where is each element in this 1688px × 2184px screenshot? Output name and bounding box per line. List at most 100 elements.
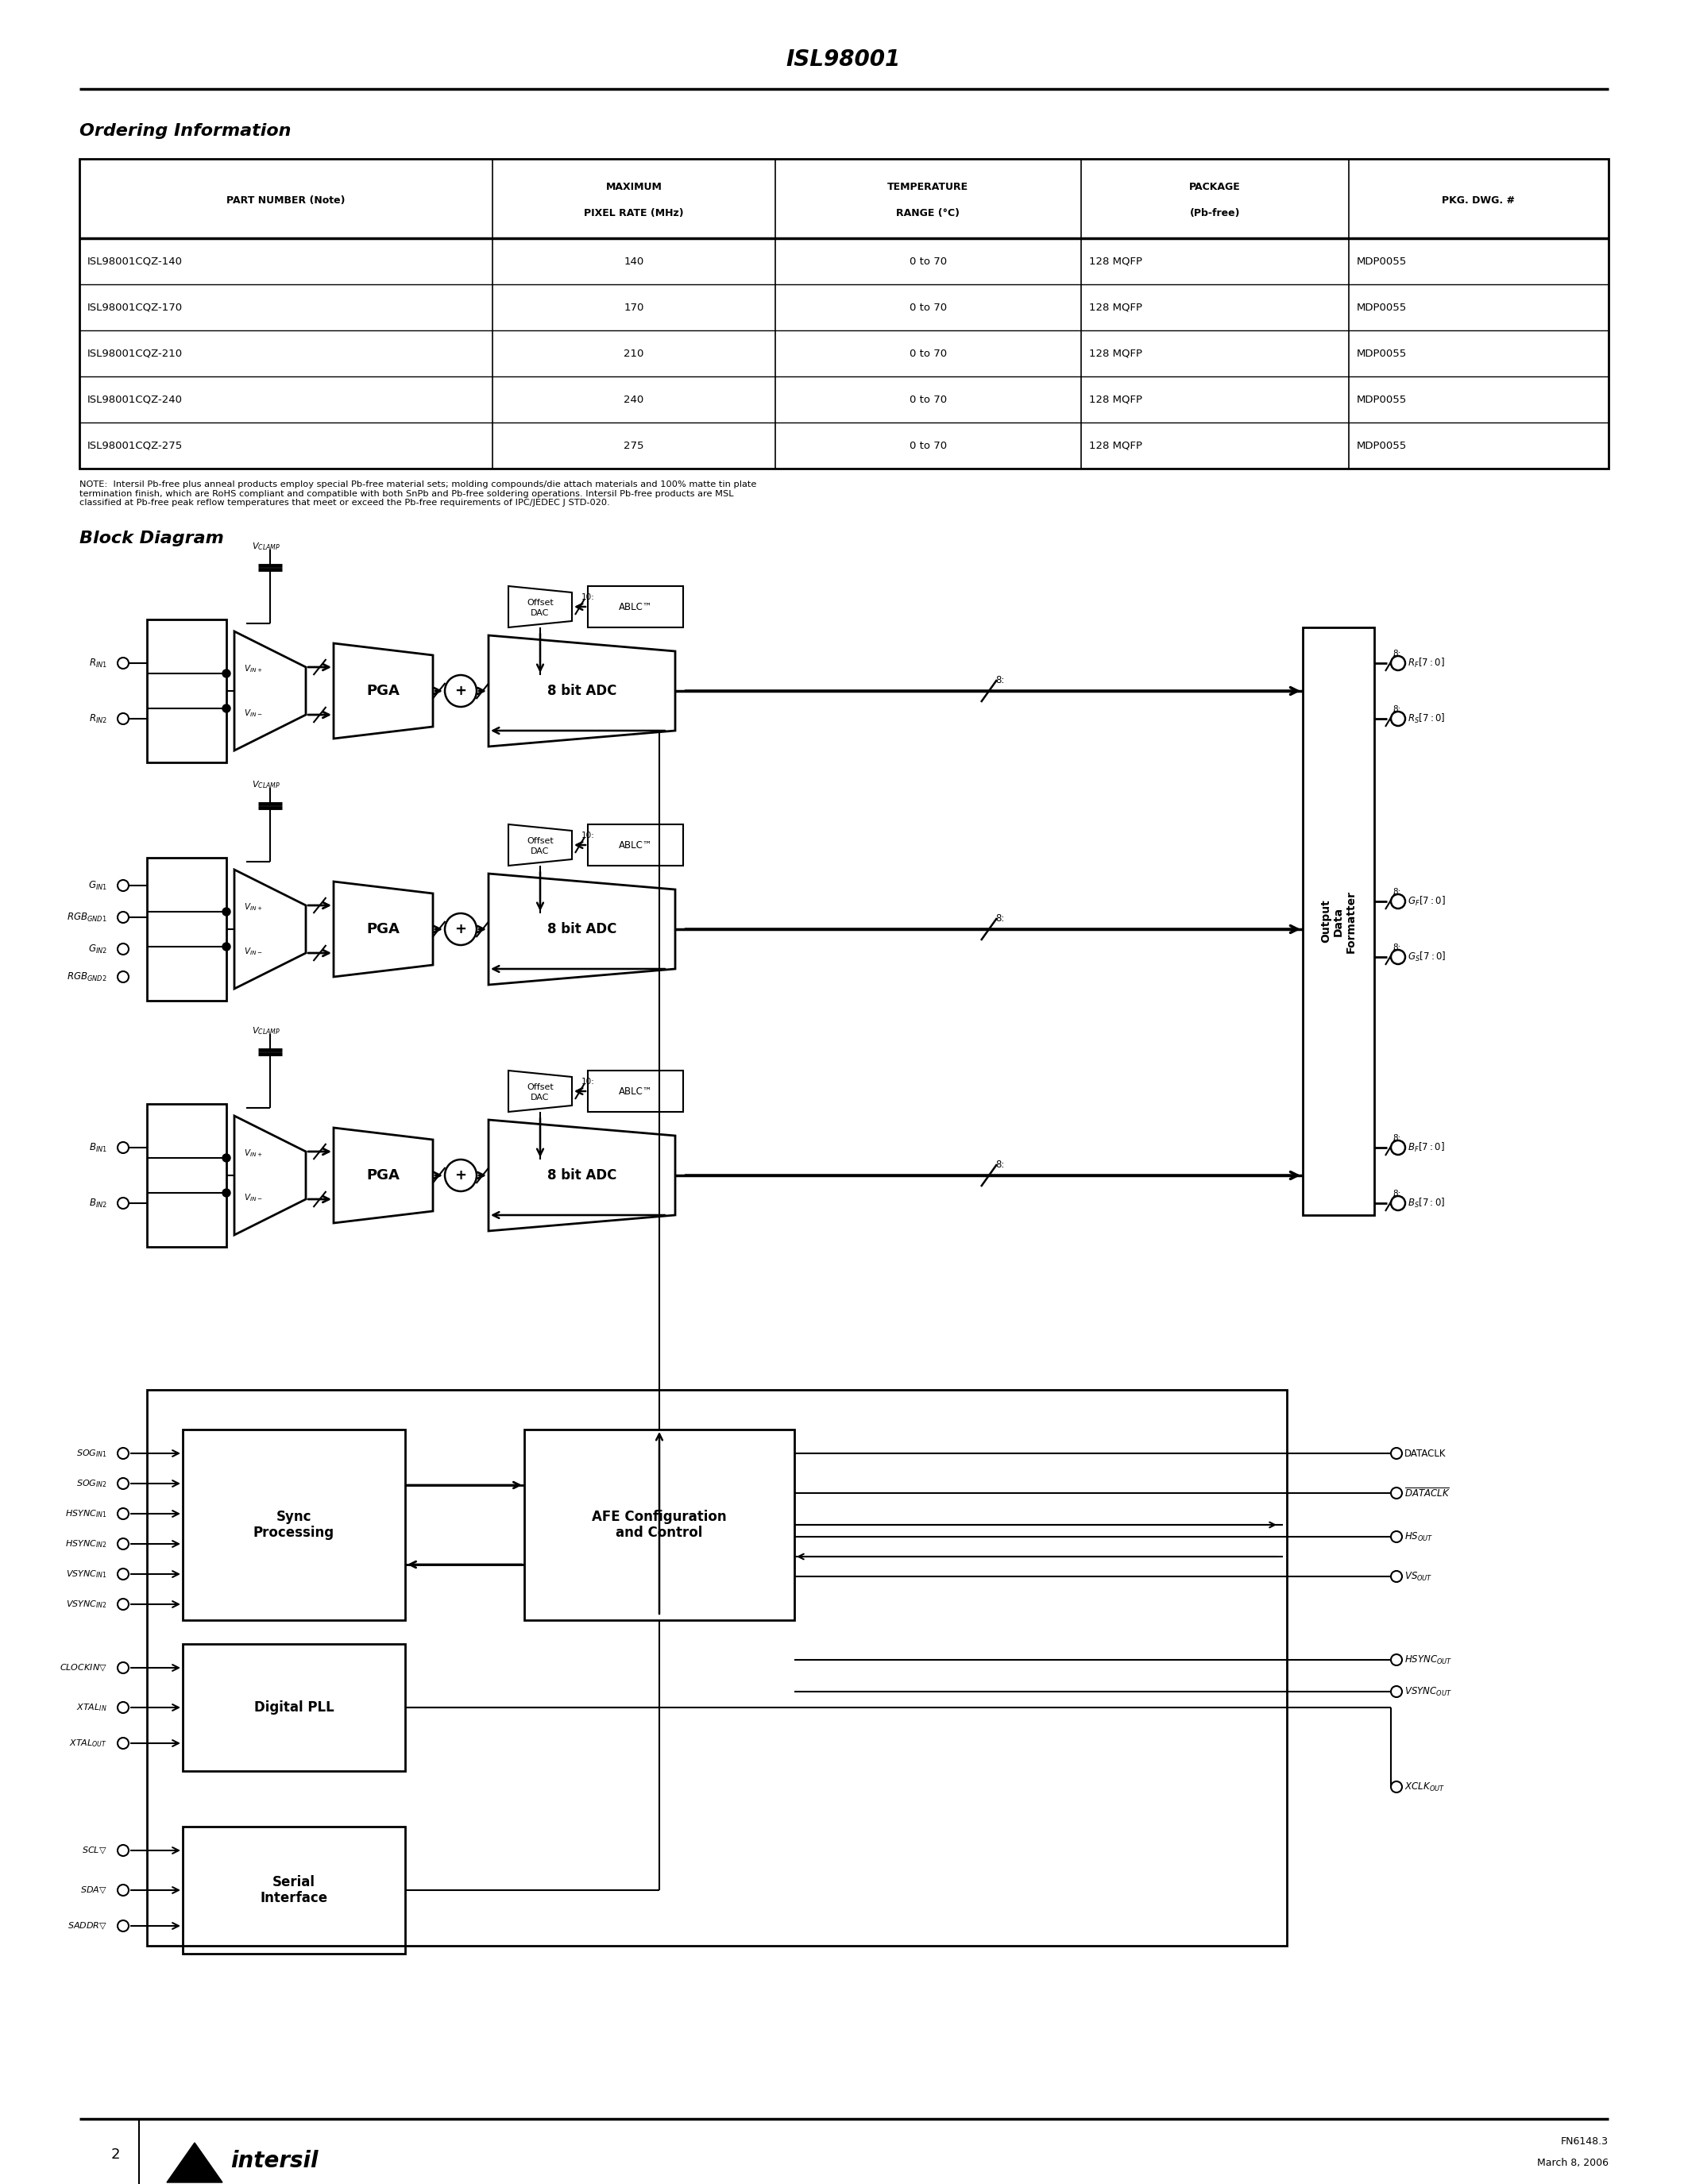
Text: $G_{IN1}$: $G_{IN1}$ (88, 880, 108, 891)
Circle shape (118, 714, 128, 725)
Text: 10:: 10: (581, 594, 594, 601)
Bar (79, 159, 1609, 470)
Text: 0 to 70: 0 to 70 (910, 347, 947, 358)
Circle shape (118, 943, 128, 954)
Circle shape (1391, 1448, 1403, 1459)
Circle shape (118, 1662, 128, 1673)
Text: 140: 140 (625, 256, 643, 266)
Text: Offset: Offset (527, 598, 554, 607)
Text: ISL98001: ISL98001 (787, 48, 901, 70)
Bar (587, 1070, 684, 1112)
Text: DAC: DAC (530, 847, 550, 856)
Circle shape (1391, 655, 1404, 670)
Circle shape (118, 1701, 128, 1712)
Text: PKG. DWG. #: PKG. DWG. # (1442, 194, 1516, 205)
Text: $HSYNC_{IN2}$: $HSYNC_{IN2}$ (66, 1538, 108, 1548)
Text: Sync
Processing: Sync Processing (253, 1509, 334, 1540)
Bar (1303, 627, 1374, 1214)
Bar (147, 620, 226, 762)
Bar (182, 1826, 405, 1955)
Circle shape (1391, 1487, 1403, 1498)
Text: $B_{S}[7:0]$: $B_{S}[7:0]$ (1408, 1197, 1445, 1210)
Circle shape (1391, 1653, 1403, 1666)
Text: $R_{IN1}$: $R_{IN1}$ (89, 657, 108, 668)
Bar (147, 858, 226, 1000)
Text: $V_{CLAMP}$: $V_{CLAMP}$ (252, 542, 280, 553)
Circle shape (118, 880, 128, 891)
Text: $V_{IN+}$: $V_{IN+}$ (243, 664, 262, 675)
Text: $XTAL_{OUT}$: $XTAL_{OUT}$ (69, 1738, 108, 1749)
Text: +: + (454, 922, 466, 937)
Text: FN6148.3: FN6148.3 (1561, 2136, 1609, 2147)
Text: 0 to 70: 0 to 70 (910, 256, 947, 266)
Text: ABLC™: ABLC™ (618, 1085, 652, 1096)
Text: $B_{IN1}$: $B_{IN1}$ (89, 1142, 108, 1153)
Text: Digital PLL: Digital PLL (253, 1701, 334, 1714)
Text: Offset: Offset (527, 1083, 554, 1092)
Text: $RGB_{GND1}$: $RGB_{GND1}$ (68, 911, 108, 924)
Bar (182, 1431, 405, 1621)
Text: 8:: 8: (1393, 649, 1401, 657)
Circle shape (118, 1197, 128, 1208)
Polygon shape (334, 1127, 432, 1223)
Circle shape (118, 657, 128, 668)
Circle shape (118, 1599, 128, 1610)
Text: 0 to 70: 0 to 70 (910, 395, 947, 404)
Text: $R_{IN2}$: $R_{IN2}$ (89, 712, 108, 725)
Text: 128 MQFP: 128 MQFP (1089, 301, 1143, 312)
Text: DAC: DAC (530, 609, 550, 618)
Circle shape (223, 943, 230, 950)
Circle shape (223, 909, 230, 915)
Text: ISL98001CQZ-275: ISL98001CQZ-275 (88, 441, 182, 450)
Circle shape (118, 1538, 128, 1548)
Text: March 8, 2006: March 8, 2006 (1538, 2158, 1609, 2169)
Text: 128 MQFP: 128 MQFP (1089, 395, 1143, 404)
Text: MDP0055: MDP0055 (1357, 256, 1406, 266)
Circle shape (1391, 1686, 1403, 1697)
Polygon shape (167, 2143, 223, 2182)
Text: ISL98001CQZ-170: ISL98001CQZ-170 (88, 301, 182, 312)
Text: $VS_{OUT}$: $VS_{OUT}$ (1404, 1570, 1433, 1583)
Text: AFE Configuration
and Control: AFE Configuration and Control (592, 1509, 726, 1540)
Circle shape (223, 705, 230, 712)
Polygon shape (508, 585, 572, 627)
Text: Output
Data
Formatter: Output Data Formatter (1320, 889, 1357, 952)
Circle shape (223, 1153, 230, 1162)
Bar (587, 585, 684, 627)
Text: 8:: 8: (996, 675, 1004, 686)
Text: ISL98001CQZ-210: ISL98001CQZ-210 (88, 347, 182, 358)
Text: 8 bit ADC: 8 bit ADC (547, 922, 616, 937)
Text: 8:: 8: (1393, 889, 1401, 895)
Text: 8 bit ADC: 8 bit ADC (547, 1168, 616, 1182)
Text: $RGB_{GND2}$: $RGB_{GND2}$ (68, 972, 108, 983)
Text: $V_{IN+}$: $V_{IN+}$ (243, 902, 262, 913)
Text: $SOG_{IN1}$: $SOG_{IN1}$ (76, 1448, 108, 1459)
Polygon shape (488, 1120, 675, 1232)
Text: PACKAGE: PACKAGE (1188, 181, 1241, 192)
Text: $V_{IN-}$: $V_{IN-}$ (243, 1192, 262, 1203)
Circle shape (1391, 893, 1404, 909)
Text: 240: 240 (625, 395, 643, 404)
Circle shape (1391, 1140, 1404, 1155)
Circle shape (118, 911, 128, 924)
Circle shape (118, 972, 128, 983)
Polygon shape (488, 874, 675, 985)
Text: 128 MQFP: 128 MQFP (1089, 441, 1143, 450)
Text: PGA: PGA (366, 1168, 400, 1182)
Circle shape (118, 1479, 128, 1489)
Text: $VSYNC_{OUT}$: $VSYNC_{OUT}$ (1404, 1686, 1452, 1697)
Bar (182, 1645, 405, 1771)
Text: PIXEL RATE (MHz): PIXEL RATE (MHz) (584, 207, 684, 218)
Text: 128 MQFP: 128 MQFP (1089, 347, 1143, 358)
Text: $R_{S}[7:0]$: $R_{S}[7:0]$ (1408, 712, 1445, 725)
Circle shape (1391, 1197, 1404, 1210)
Polygon shape (334, 882, 432, 976)
Text: $SDA▽$: $SDA▽$ (81, 1885, 108, 1896)
Text: MAXIMUM: MAXIMUM (606, 181, 662, 192)
Text: DAC: DAC (530, 1094, 550, 1101)
Text: PGA: PGA (366, 684, 400, 699)
Text: $B_{F}[7:0]$: $B_{F}[7:0]$ (1408, 1142, 1445, 1153)
Circle shape (1391, 1531, 1403, 1542)
Text: 8:: 8: (1393, 943, 1401, 952)
Text: ABLC™: ABLC™ (618, 841, 652, 850)
